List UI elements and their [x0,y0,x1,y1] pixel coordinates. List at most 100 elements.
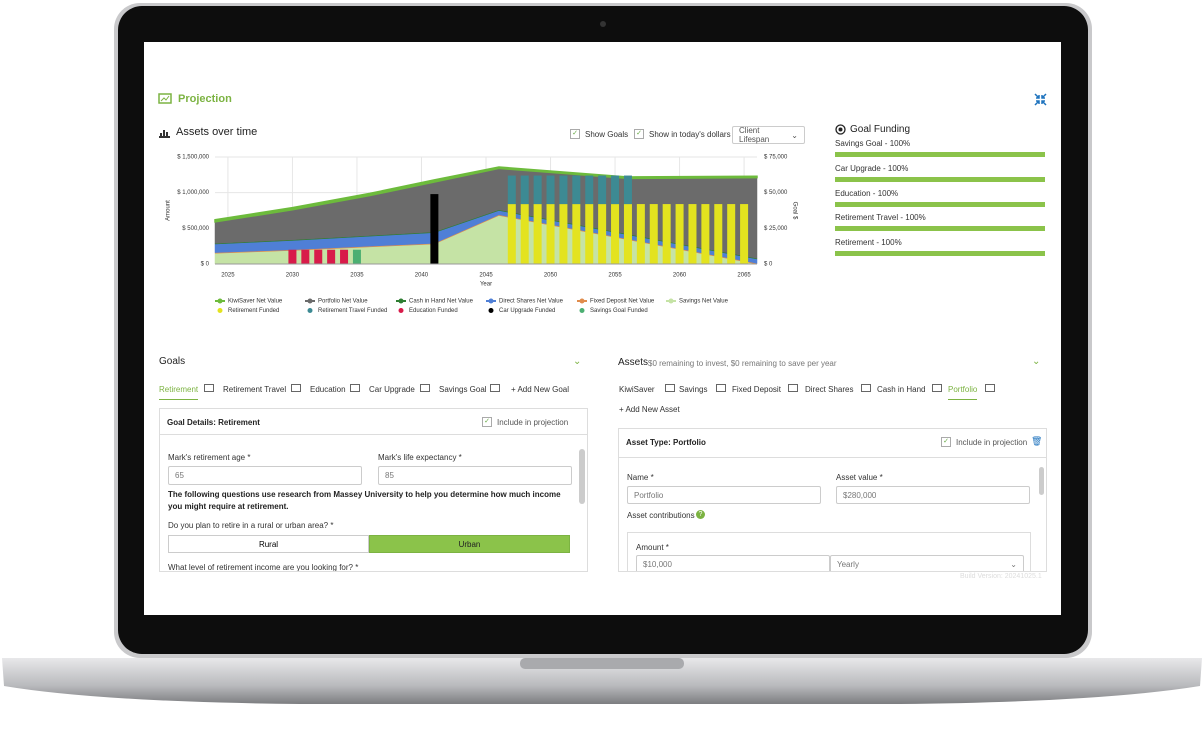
assets-toggle[interactable]: ⌄ [1032,356,1041,367]
option[interactable]: Rural [168,535,369,553]
value-input[interactable]: $280,000 [836,486,1030,504]
bar [301,249,310,264]
add-asset[interactable]: + Add New Asset [619,405,680,414]
option[interactable]: Urban [369,535,570,553]
tab-icon [490,384,500,392]
tab[interactable]: Savings Goal [439,385,487,394]
name-input[interactable]: Portfolio [627,486,821,504]
tab-icon [204,384,214,392]
legend-label: Savings Net Value [679,299,729,305]
goal-bar [835,226,1045,232]
goal-bar [835,176,1045,182]
chart: $ 0 $ 500,000 $ 1,000,000 $ 1,500,000 $ 0 $ 2… [166,155,798,315]
tab[interactable]: Cash in Hand [877,385,926,394]
bar [585,175,594,205]
tab-icon [291,384,301,392]
tab[interactable]: + Add New Goal [511,385,570,394]
goals-title: Goals [159,356,186,367]
y-tick-label: $ 1,000,000 [177,190,209,196]
divider [160,434,587,435]
input-text: $10,000 [643,559,672,569]
x-tick-label: 2040 [415,273,429,279]
tab-icon [420,384,430,392]
x-axis-label: Year [480,282,492,288]
todays-dollars-label: Show in today's dollars [649,130,731,139]
collapse-button[interactable] [1034,93,1047,106]
checkbox[interactable]: ✓ [634,129,644,139]
x-tick-label: 2055 [608,273,622,279]
y-axis-label: Amount [166,200,172,221]
goal-track [835,201,1045,207]
bar [546,175,555,205]
goal-label: Retirement - 100% [835,238,902,248]
goal-details: Goal Details: Retirement ✓ Include in pr… [159,408,588,572]
bar [352,249,361,264]
chart-title: Assets over time [176,126,258,138]
legend-marker [307,308,313,313]
bar [675,204,684,264]
checkbox[interactable]: ✓ [482,417,492,427]
tab[interactable]: Education [310,385,346,394]
tab[interactable]: Car Upgrade [369,385,415,394]
select-text: Yearly [837,559,859,569]
x-tick-label: 2035 [350,273,364,279]
legend-marker [217,308,223,313]
bar [611,175,620,205]
delete-button[interactable]: 🗑 [1031,436,1043,446]
bar [533,204,542,264]
range-select-text: Client Lifespan [739,126,770,144]
bar [598,204,607,264]
bar [572,175,581,205]
input-text: $280,000 [843,490,877,500]
y2-tick-label: $ 75,000 [764,155,788,161]
y2-tick-label: $ 50,000 [764,190,788,196]
checkbox[interactable]: ✓ [941,437,951,447]
retirement-age-input[interactable]: 65 [168,466,362,485]
divider [619,457,1046,458]
bar [533,175,542,205]
tab[interactable]: Portfolio [948,385,978,400]
chart-icon [159,130,170,138]
goal-label: Savings Goal - 100% [835,139,911,148]
legend-marker [307,298,313,304]
life-expectancy-input[interactable]: 85 [378,466,572,485]
tab[interactable]: Retirement Travel [223,385,287,394]
range-select[interactable]: Client Lifespan ⌄ [732,126,805,144]
assets-subtitle: $0 remaining to invest, $0 remaining to … [648,359,837,368]
bar [585,204,594,264]
tab[interactable]: Fixed Deposit [732,385,781,394]
field-label: Mark's retirement age * [168,453,251,462]
goal-label: Car Upgrade - 100% [835,163,909,173]
show-goals-label: Show Goals [585,130,629,139]
bar [520,204,529,264]
legend-marker [579,308,585,313]
legend-label: Direct Shares Net Value [499,299,564,305]
tab[interactable]: Savings [679,385,708,394]
goal-track [835,176,1045,182]
checkbox[interactable]: ✓ [570,129,580,139]
bar [701,204,710,264]
goal-track [835,226,1045,232]
input-text: Portfolio [634,490,664,500]
y-tick-label: $ 500,000 [182,226,209,232]
goal-details-title: Goal Details: Retirement [167,418,260,427]
x-tick-label: 2065 [737,273,751,279]
tab-icon [932,384,942,392]
bar [649,204,658,264]
goal-label: Education - 100% [835,188,899,198]
legend-label: Savings Goal Funded [590,308,648,314]
field-label: Name * [627,473,654,482]
question: Do you plan to retire in a rural or urba… [168,521,334,530]
tab[interactable]: Retirement [159,385,199,400]
bar [740,204,749,264]
tab[interactable]: Direct Shares [805,385,854,394]
question: What level of retirement income are you … [168,563,359,572]
tab[interactable]: KiwiSaver [619,385,655,394]
help-icon[interactable]: ? [696,510,705,519]
legend-marker [579,298,585,304]
goal-funding-title: Goal Funding [850,124,911,135]
legend-label: Education Funded [409,308,458,314]
frequency-select[interactable]: Yearly ⌄ [830,555,1024,571]
amount-input[interactable]: $10,000 [636,555,830,571]
goals-toggle[interactable]: ⌄ [573,356,582,367]
